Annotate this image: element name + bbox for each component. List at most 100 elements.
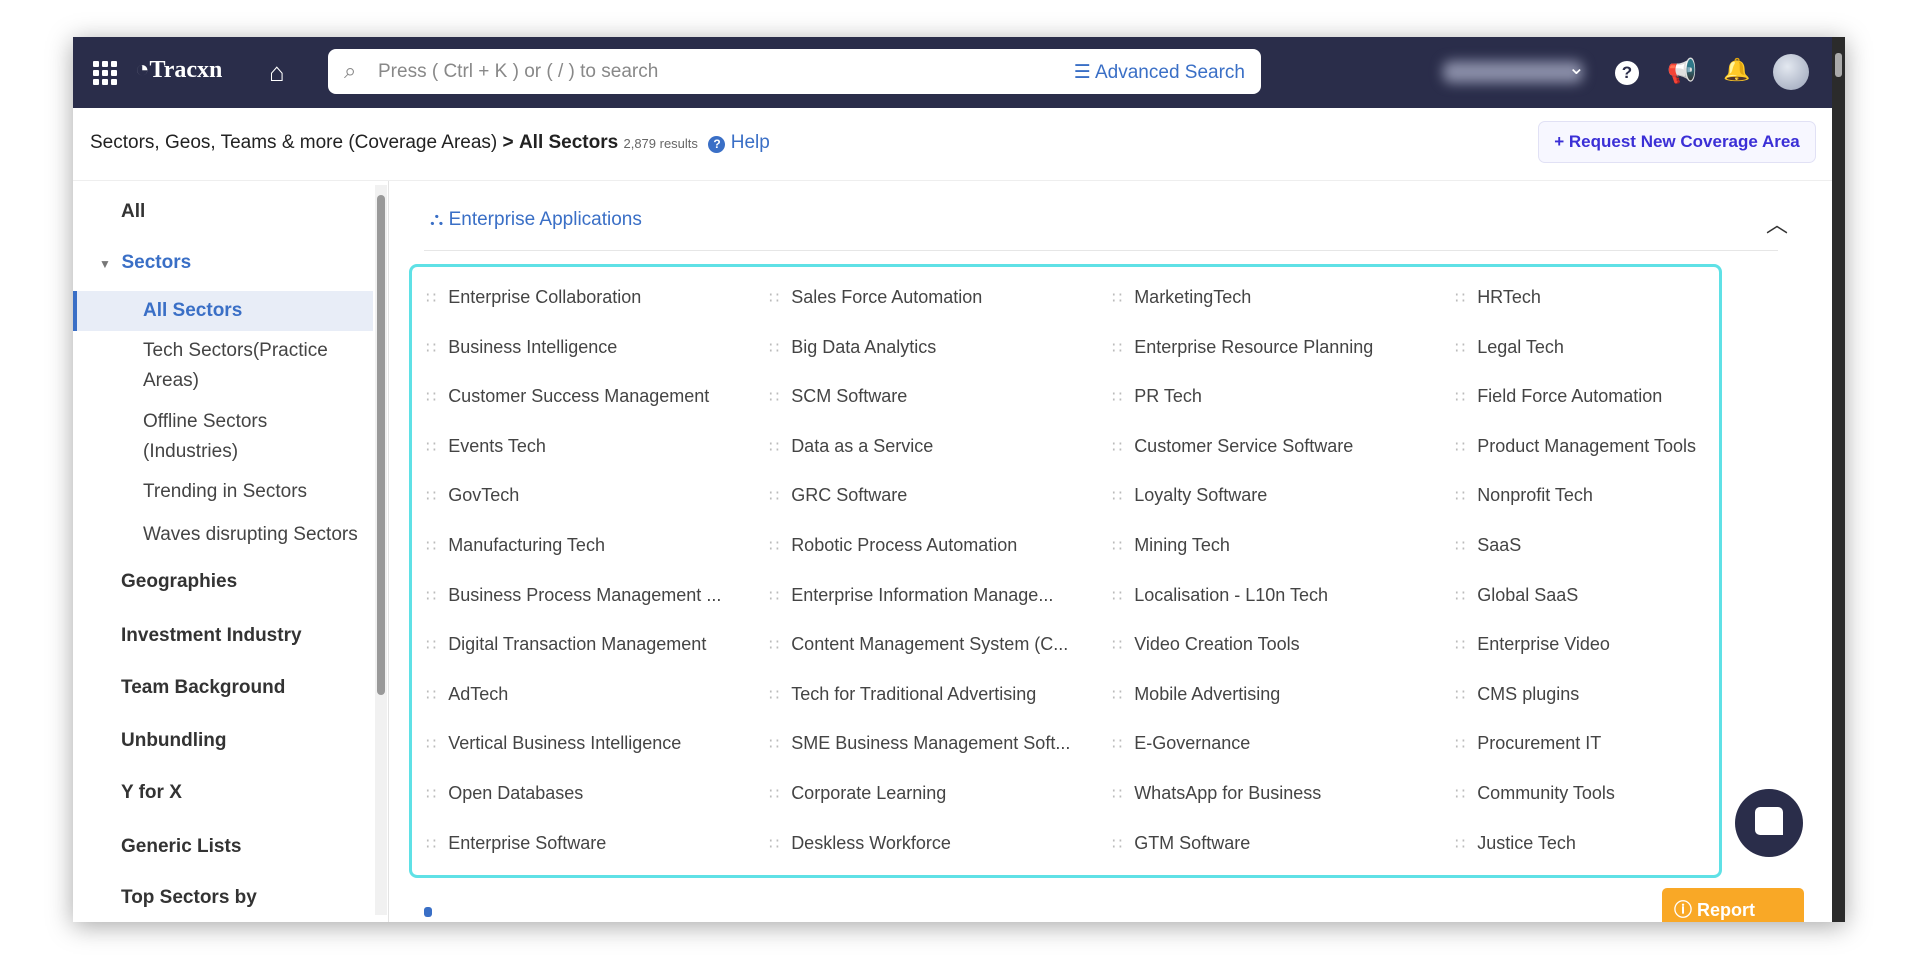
- sector-link[interactable]: ∷ Product Management Tools: [1455, 436, 1696, 457]
- rss-icon: ∷: [426, 637, 437, 655]
- rss-icon: ∷: [1112, 835, 1123, 853]
- sector-link[interactable]: ∷ Corporate Learning: [769, 783, 946, 804]
- sector-link[interactable]: ∷ Video Creation Tools: [1112, 634, 1300, 655]
- page-scrollbar[interactable]: [1832, 37, 1845, 922]
- sector-link[interactable]: ∷ Enterprise Information Manage...: [769, 585, 1053, 606]
- sector-link[interactable]: ∷ GRC Software: [769, 485, 907, 506]
- sidebar-item-y-for-x[interactable]: Y for X: [121, 782, 182, 803]
- sidebar-item-waves[interactable]: Waves disrupting Sectors: [143, 524, 358, 545]
- sector-link[interactable]: ∷ SCM Software: [769, 386, 907, 407]
- chat-button[interactable]: [1735, 789, 1803, 857]
- sector-link[interactable]: ∷ AdTech: [426, 684, 508, 705]
- sidebar-scrollbar[interactable]: [375, 185, 387, 915]
- sidebar-item-team-background[interactable]: Team Background: [121, 677, 286, 698]
- sector-link[interactable]: ∷ Business Process Management ...: [426, 585, 721, 606]
- rss-icon: ∷: [1455, 488, 1466, 506]
- sector-link[interactable]: ∷ Global SaaS: [1455, 585, 1578, 606]
- sector-link[interactable]: ∷ Enterprise Resource Planning: [1112, 337, 1373, 358]
- sector-label: Mining Tech: [1134, 535, 1230, 555]
- sector-link[interactable]: ∷ Legal Tech: [1455, 337, 1564, 358]
- rss-icon: ∷: [769, 438, 780, 456]
- sector-link[interactable]: ∷ Mining Tech: [1112, 535, 1230, 556]
- search-bar[interactable]: ⌕ Press ( Ctrl + K ) or ( / ) to search …: [328, 49, 1261, 94]
- sector-link[interactable]: ∷ Open Databases: [426, 783, 583, 804]
- sector-label: Digital Transaction Management: [448, 634, 707, 655]
- breadcrumb-current: All Sectors: [518, 132, 619, 153]
- sector-link[interactable]: ∷ Manufacturing Tech: [426, 535, 605, 556]
- chevron-down-icon[interactable]: ⌄: [1568, 57, 1585, 79]
- sector-link[interactable]: ∷ Customer Success Management: [426, 386, 709, 407]
- avatar[interactable]: [1773, 54, 1809, 90]
- sidebar-item-offline-sectors[interactable]: Offline Sectors (Industries): [143, 411, 268, 462]
- breadcrumb-parent[interactable]: Sectors, Geos, Teams & more (Coverage Ar…: [90, 132, 498, 153]
- rss-icon: ∷: [1112, 587, 1123, 605]
- rss-icon: ∷: [426, 339, 437, 357]
- sector-link[interactable]: ∷ CMS plugins: [1455, 684, 1579, 705]
- sector-label: CMS plugins: [1477, 683, 1580, 704]
- sector-link[interactable]: ∷ Enterprise Video: [1455, 634, 1610, 655]
- user-name-blurred[interactable]: [1443, 61, 1583, 83]
- sector-link[interactable]: ∷ E-Governance: [1112, 733, 1250, 754]
- rss-icon: ∷: [426, 488, 437, 506]
- logo-text: Tracxn: [149, 57, 223, 83]
- sidebar-item-tech-sectors[interactable]: Tech Sectors(Practice Areas): [143, 340, 328, 391]
- section-title[interactable]: ⛬ Enterprise Applications: [430, 209, 642, 231]
- sector-link[interactable]: ∷ Events Tech: [426, 436, 546, 457]
- sector-link[interactable]: ∷ Business Intelligence: [426, 337, 617, 358]
- sector-link[interactable]: ∷ GTM Software: [1112, 833, 1250, 854]
- advanced-search-button[interactable]: ☰ Advanced Search: [1074, 61, 1245, 84]
- sector-link[interactable]: ∷ Vertical Business Intelligence: [426, 733, 681, 754]
- tracxn-logo[interactable]: ◔Tracxn: [135, 57, 223, 83]
- sector-link[interactable]: ∷ Nonprofit Tech: [1455, 485, 1593, 506]
- sidebar-item-geographies[interactable]: Geographies: [121, 571, 238, 592]
- sector-link[interactable]: ∷ Big Data Analytics: [769, 337, 936, 358]
- sector-label: Loyalty Software: [1134, 485, 1268, 506]
- sector-link[interactable]: ∷ Digital Transaction Management: [426, 634, 706, 655]
- sidebar-item-unbundling[interactable]: Unbundling: [121, 730, 227, 751]
- sector-link[interactable]: ∷ Field Force Automation: [1455, 386, 1662, 407]
- home-icon[interactable]: ⌂: [269, 57, 285, 87]
- sector-link[interactable]: ∷ Mobile Advertising: [1112, 684, 1280, 705]
- sector-link[interactable]: ∷ Procurement IT: [1455, 733, 1601, 754]
- sector-link[interactable]: ∷ Robotic Process Automation: [769, 535, 1017, 556]
- report-issue-button[interactable]: ⓘ Report Issue: [1662, 888, 1804, 922]
- help-link[interactable]: ? Help: [708, 132, 770, 153]
- sector-link[interactable]: ∷ Localisation - L10n Tech: [1112, 585, 1328, 606]
- sector-link[interactable]: ∷ SME Business Management Soft...: [769, 733, 1070, 754]
- sidebar-item-sectors[interactable]: ▼ Sectors: [99, 252, 191, 274]
- megaphone-icon[interactable]: 📢: [1667, 58, 1697, 85]
- sector-link[interactable]: ∷ SaaS: [1455, 535, 1521, 556]
- sector-link[interactable]: ∷ Deskless Workforce: [769, 833, 951, 854]
- sector-link[interactable]: ∷ Justice Tech: [1455, 833, 1576, 854]
- help-icon[interactable]: ?: [1615, 61, 1639, 85]
- sector-label: AdTech: [448, 683, 509, 704]
- apps-grid-icon[interactable]: [93, 61, 117, 85]
- sidebar-item-all[interactable]: All: [121, 201, 146, 222]
- sidebar-item-trending[interactable]: Trending in Sectors: [143, 481, 308, 502]
- bell-icon[interactable]: 🔔: [1723, 57, 1751, 82]
- sector-link[interactable]: ∷ Sales Force Automation: [769, 287, 982, 308]
- sector-link[interactable]: ∷ MarketingTech: [1112, 287, 1251, 308]
- sector-label: Sales Force Automation: [791, 287, 983, 307]
- sliders-icon: ☰: [1073, 62, 1095, 83]
- collapse-chevron-up-icon[interactable]: ︿: [1766, 212, 1789, 237]
- sector-link[interactable]: ∷ HRTech: [1455, 287, 1541, 308]
- sector-link[interactable]: ∷ Enterprise Software: [426, 833, 606, 854]
- request-coverage-area-button[interactable]: + Request New Coverage Area: [1538, 121, 1816, 163]
- sector-link[interactable]: ∷ Tech for Traditional Advertising: [769, 684, 1036, 705]
- sector-link[interactable]: ∷ WhatsApp for Business: [1112, 783, 1321, 804]
- sector-label: Enterprise Information Manage...: [791, 584, 1054, 605]
- sector-link[interactable]: ∷ Customer Service Software: [1112, 436, 1353, 457]
- sector-link[interactable]: ∷ Loyalty Software: [1112, 485, 1267, 506]
- sector-link[interactable]: ∷ PR Tech: [1112, 386, 1202, 407]
- sidebar-item-investment-industry[interactable]: Investment Industry: [121, 625, 302, 646]
- sector-link[interactable]: ∷ Data as a Service: [769, 436, 933, 457]
- sector-link[interactable]: ∷ Enterprise Collaboration: [426, 287, 641, 308]
- sector-link[interactable]: ∷ Content Management System (C...: [769, 634, 1068, 655]
- sector-link[interactable]: ∷ Community Tools: [1455, 783, 1615, 804]
- sidebar-item-generic-lists[interactable]: Generic Lists: [121, 836, 242, 857]
- sidebar-item-all-sectors[interactable]: All Sectors: [143, 300, 243, 321]
- sector-link[interactable]: ∷ GovTech: [426, 485, 519, 506]
- sector-label: Community Tools: [1477, 783, 1615, 803]
- sidebar-item-top-sectors[interactable]: Top Sectors by: [121, 887, 257, 908]
